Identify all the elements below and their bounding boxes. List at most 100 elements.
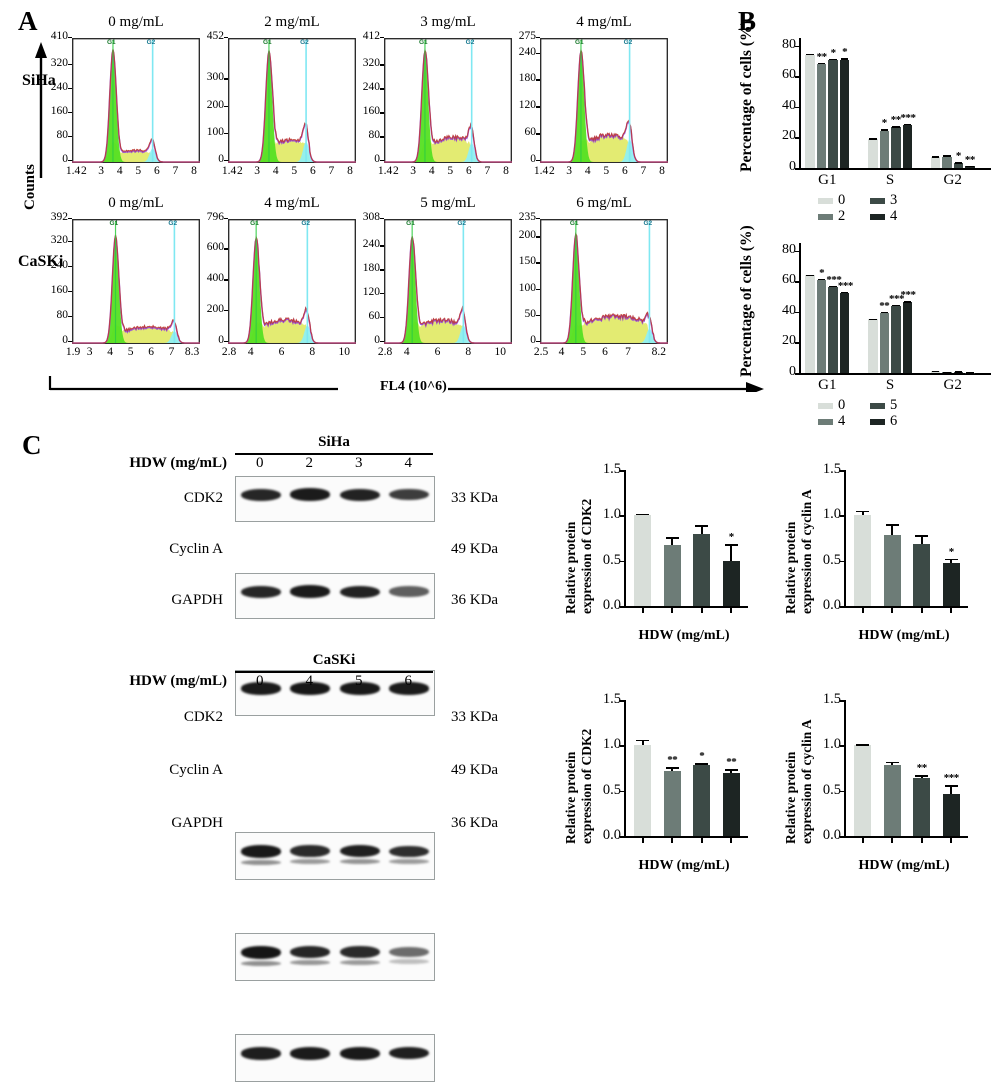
quant-x-axis-title: HDW (mg/mL)	[611, 858, 757, 874]
y-axis-line	[624, 470, 626, 606]
significance-marker: **	[660, 754, 685, 766]
protein-band	[241, 1047, 281, 1059]
error-bar-cap	[886, 762, 899, 764]
quant-y-title-line1: Relative protein	[563, 522, 579, 614]
quant-bar	[634, 515, 651, 606]
quant-bar	[693, 534, 710, 606]
quant-y-tick: 1.5	[809, 461, 841, 478]
quant-bar	[854, 745, 871, 836]
x-tick-mark	[701, 838, 703, 843]
blot-lane-label: 6	[384, 673, 434, 690]
quant-y-title-line1: Relative protein	[783, 752, 799, 844]
x-tick-mark	[950, 838, 952, 843]
protein-band	[389, 586, 429, 597]
blot-molecular-weight: 33 KDa	[451, 490, 498, 507]
error-bar-cap	[886, 524, 899, 526]
blot-cell-line-header: CaSKi	[235, 652, 433, 669]
protein-band-secondary	[290, 859, 330, 864]
y-axis-line	[844, 700, 846, 836]
blot-molecular-weight: 49 KDa	[451, 541, 498, 558]
quant-bar	[723, 561, 740, 606]
quant-bar	[693, 765, 710, 836]
quant-bar	[943, 563, 960, 606]
protein-band-secondary	[389, 859, 429, 864]
error-bar-cap	[856, 744, 869, 746]
quant-bar	[884, 765, 901, 836]
quant-bar	[664, 771, 681, 836]
error-bar-cap	[695, 763, 708, 765]
quant-bar	[884, 535, 901, 606]
x-tick-mark	[671, 608, 673, 613]
error-bar-cap	[945, 559, 958, 561]
blot-band-box	[235, 933, 435, 981]
protein-band	[389, 1047, 429, 1059]
quant-bar	[943, 794, 960, 836]
x-tick-mark	[701, 608, 703, 613]
protein-band-secondary	[389, 959, 429, 964]
quant-x-axis-title: HDW (mg/mL)	[831, 628, 977, 644]
blot-protein-label: CDK2	[95, 490, 223, 507]
x-tick-mark	[862, 608, 864, 613]
x-tick-mark	[730, 838, 732, 843]
protein-band	[241, 489, 281, 501]
blot-lane-label: 2	[285, 455, 335, 472]
blot-band-box	[235, 573, 435, 619]
y-axis-line	[624, 700, 626, 836]
error-bar-cap	[725, 769, 738, 771]
blot-lane-label: 0	[235, 673, 285, 690]
x-tick-mark	[921, 608, 923, 613]
quant-bar	[913, 544, 930, 606]
x-tick-mark	[891, 838, 893, 843]
error-bar-cap	[666, 537, 679, 539]
quant-y-title-line2: expression of cyclin A	[799, 489, 815, 614]
x-tick-mark	[642, 838, 644, 843]
blot-molecular-weight: 33 KDa	[451, 709, 498, 726]
error-bar-cap	[666, 767, 679, 769]
blot-lane-label: 3	[334, 455, 384, 472]
protein-band	[340, 586, 380, 598]
protein-band	[340, 1047, 380, 1059]
protein-band	[290, 488, 330, 500]
protein-band	[389, 489, 429, 500]
quant-bar	[913, 778, 930, 836]
quant-y-title-line2: expression of CDK2	[579, 729, 595, 844]
error-bar	[730, 544, 732, 560]
blot-lane-label: 0	[235, 455, 285, 472]
protein-band	[290, 845, 330, 857]
protein-band	[290, 585, 330, 597]
blot-band-box	[235, 1034, 435, 1082]
significance-marker: **	[719, 756, 744, 768]
x-tick-mark	[730, 608, 732, 613]
quant-y-title-line1: Relative protein	[783, 522, 799, 614]
blot-protein-label: CDK2	[95, 709, 223, 726]
quant-x-axis-title: HDW (mg/mL)	[611, 628, 757, 644]
blot-cell-line-header: SiHa	[235, 434, 433, 451]
error-bar-cap	[856, 511, 869, 513]
quant-bar	[664, 545, 681, 606]
blot-lane-label: 4	[384, 455, 434, 472]
error-bar-cap	[636, 740, 649, 742]
protein-band	[340, 946, 380, 958]
blot-band-box	[235, 832, 435, 880]
protein-band-secondary	[340, 859, 380, 864]
error-bar-cap	[636, 514, 649, 516]
protein-band	[241, 586, 281, 598]
protein-band-secondary	[290, 960, 330, 965]
blot-band-box	[235, 476, 435, 522]
significance-marker: *	[719, 531, 744, 543]
blot-molecular-weight: 36 KDa	[451, 592, 498, 609]
blot-lane-label: 5	[334, 673, 384, 690]
quant-x-axis-title: HDW (mg/mL)	[831, 858, 977, 874]
quant-bar	[634, 745, 651, 836]
protein-band-secondary	[340, 960, 380, 965]
blot-dose-header: HDW (mg/mL)	[95, 673, 227, 690]
protein-band	[241, 946, 281, 958]
blot-dose-header: HDW (mg/mL)	[95, 455, 227, 472]
protein-band-secondary	[241, 961, 281, 966]
blot-molecular-weight: 36 KDa	[451, 815, 498, 832]
quant-bar	[723, 773, 740, 836]
blot-protein-label: Cyclin A	[95, 541, 223, 558]
protein-band	[340, 845, 380, 857]
error-bar-cap	[915, 775, 928, 777]
